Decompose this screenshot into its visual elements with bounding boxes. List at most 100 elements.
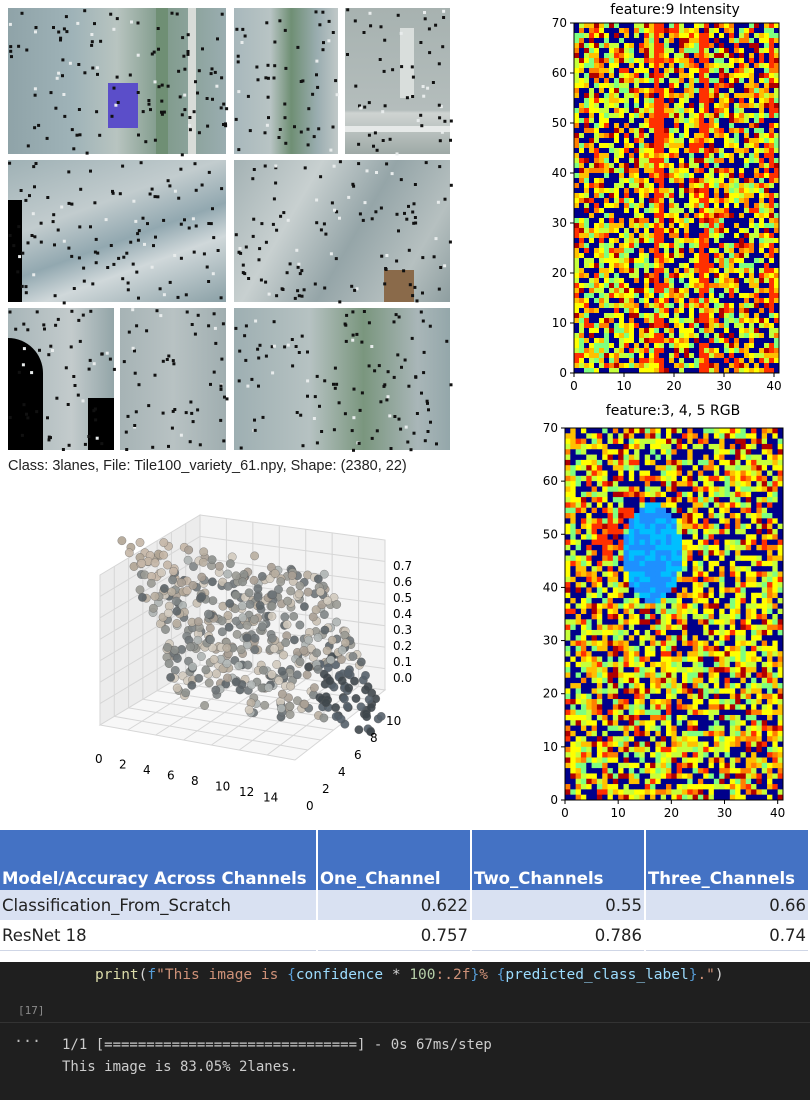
noise-point — [205, 97, 209, 100]
noise-point — [193, 162, 197, 166]
noise-point — [442, 16, 446, 19]
noise-point — [109, 244, 113, 247]
noise-point — [272, 197, 276, 201]
noise-point — [255, 65, 259, 69]
noise-point — [192, 250, 196, 254]
noise-point — [146, 222, 149, 226]
y-tick-label: 60 — [543, 474, 558, 488]
noise-point — [10, 55, 13, 59]
noise-point — [407, 204, 410, 208]
noise-point — [90, 33, 94, 36]
noise-point — [83, 71, 87, 75]
noise-point — [8, 416, 12, 419]
noise-point — [404, 425, 408, 429]
output-menu-icon[interactable]: ··· — [14, 1032, 42, 1050]
notebook-cell[interactable]: print(f"This image is {confidence * 100:… — [0, 962, 810, 1100]
noise-point — [191, 420, 195, 424]
code-token: print — [95, 967, 139, 983]
noise-point — [209, 222, 213, 226]
noise-point — [301, 444, 305, 448]
noise-point — [436, 200, 440, 204]
noise-point — [8, 234, 12, 237]
noise-point — [34, 30, 37, 34]
noise-point — [147, 99, 151, 102]
noise-point — [130, 20, 133, 24]
table-cell: 0.74 — [645, 920, 810, 951]
noise-point — [145, 329, 149, 333]
noise-point — [179, 222, 183, 226]
noise-point — [367, 101, 371, 105]
noise-point — [338, 300, 342, 304]
noise-point — [315, 73, 318, 77]
noise-point — [266, 95, 270, 99]
noise-point — [411, 95, 415, 98]
noise-point — [428, 324, 432, 328]
tile-image — [8, 160, 226, 302]
noise-point — [188, 124, 192, 127]
noise-point — [390, 172, 394, 176]
noise-point — [22, 347, 26, 351]
noise-point — [448, 240, 452, 244]
noise-point — [243, 34, 247, 38]
noise-point — [253, 428, 257, 432]
noise-point — [17, 370, 21, 374]
noise-point — [300, 334, 304, 338]
y-tick-label: 60 — [552, 66, 567, 80]
noise-point — [59, 36, 63, 40]
noise-point — [224, 124, 228, 128]
noise-point — [428, 51, 432, 55]
noise-point — [96, 72, 99, 76]
noise-point — [165, 358, 169, 361]
noise-point — [219, 296, 223, 300]
noise-point — [385, 254, 389, 257]
noise-point — [413, 183, 417, 186]
noise-point — [75, 133, 79, 137]
code-line[interactable]: print(f"This image is {confidence * 100:… — [95, 967, 724, 983]
noise-point — [76, 393, 80, 397]
code-token: { — [496, 967, 506, 983]
noise-point — [332, 428, 336, 432]
noise-point — [186, 33, 190, 37]
noise-point — [99, 39, 103, 43]
noise-point — [270, 345, 274, 349]
noise-point — [277, 136, 281, 139]
noise-point — [93, 201, 97, 205]
noise-point — [420, 124, 424, 128]
noise-point — [413, 285, 417, 289]
noise-point — [133, 371, 137, 375]
noise-point — [373, 369, 377, 373]
noise-point — [370, 436, 374, 440]
noise-point — [158, 287, 162, 291]
noise-point — [166, 179, 170, 183]
noise-point — [35, 310, 39, 314]
noise-point — [324, 232, 328, 236]
noise-point — [385, 398, 389, 402]
noise-point — [355, 287, 359, 291]
noise-point — [112, 27, 116, 31]
noise-point — [43, 327, 46, 331]
noise-point — [234, 326, 238, 330]
code-token: predicted_class_label — [505, 967, 689, 983]
noise-point — [237, 250, 241, 254]
noise-point — [183, 67, 187, 71]
noise-point — [350, 429, 354, 433]
x-tick-label: 4 — [143, 763, 151, 777]
noise-point — [21, 363, 25, 367]
noise-point — [329, 252, 333, 256]
noise-point — [39, 240, 43, 244]
noise-point — [46, 416, 49, 420]
noise-point — [246, 384, 250, 388]
noise-point — [209, 72, 213, 76]
noise-point — [252, 217, 256, 221]
noise-point — [293, 125, 296, 129]
noise-point — [240, 41, 244, 44]
noise-point — [238, 247, 242, 250]
noise-point — [216, 37, 219, 41]
noise-point — [207, 222, 211, 225]
noise-point — [56, 228, 60, 232]
noise-point — [291, 364, 295, 368]
noise-point — [347, 195, 351, 199]
noise-point — [150, 52, 154, 56]
noise-point — [317, 127, 321, 131]
noise-point — [411, 75, 415, 79]
